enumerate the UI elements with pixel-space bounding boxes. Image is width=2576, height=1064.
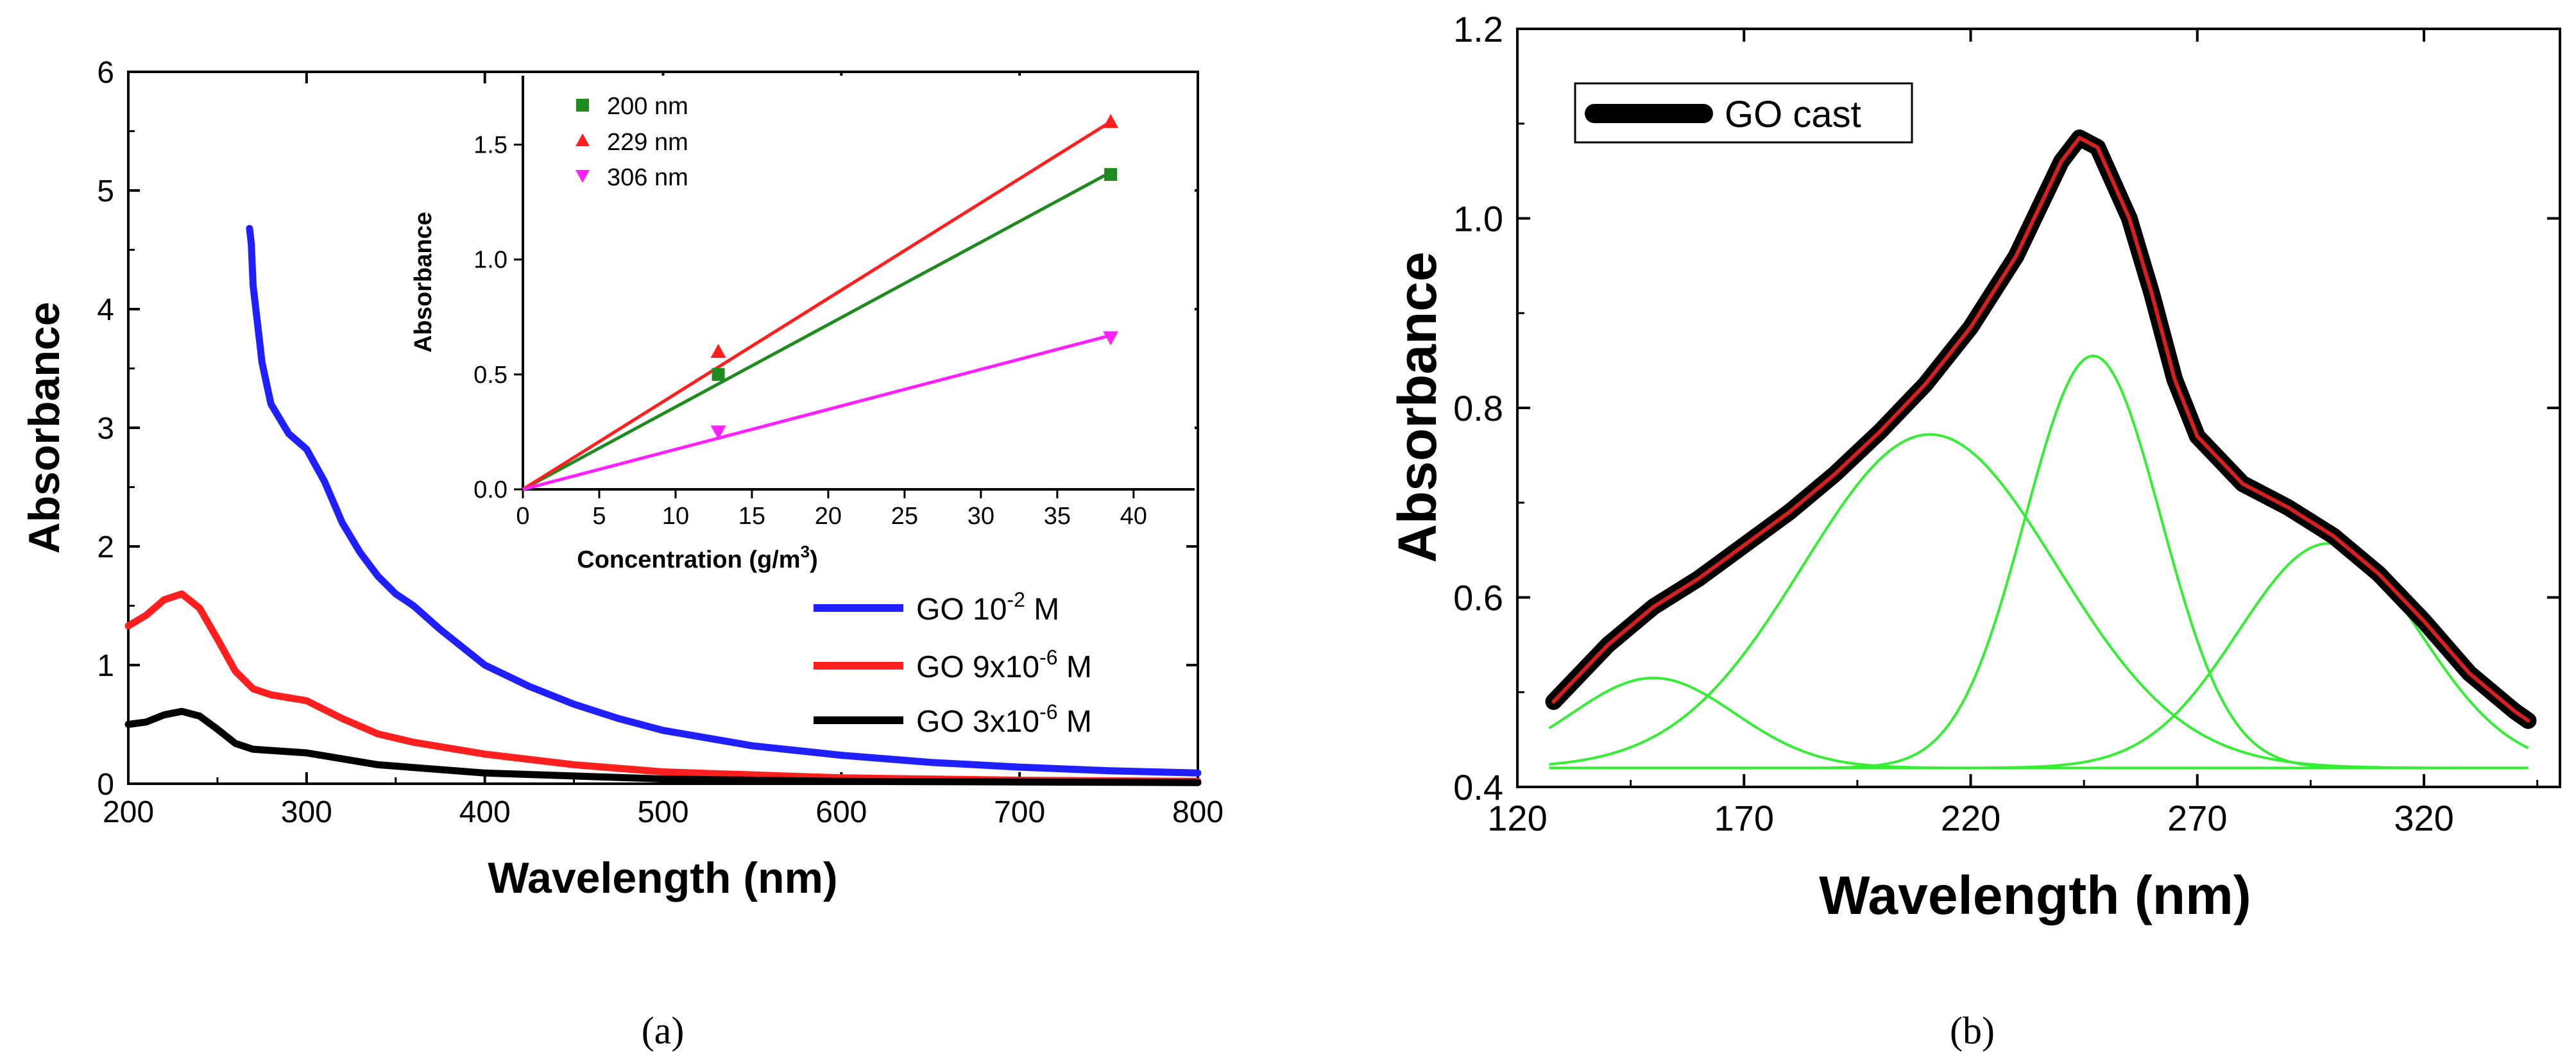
inset-x-tick-label: 10 <box>662 503 689 530</box>
inset-point-306nm <box>710 425 726 440</box>
inset-legend-marker-200nm <box>576 99 589 112</box>
inset-x-tick-label: 15 <box>738 503 765 530</box>
a-y-tick-label: 6 <box>97 56 114 90</box>
inset-y-tick-label: 0.0 <box>473 477 508 503</box>
a-x-tick-label: 200 <box>103 795 154 829</box>
inset-point-229nm <box>710 344 726 358</box>
b-measured-curve <box>1545 129 2537 729</box>
b-x-tick-label: 220 <box>1941 798 2000 838</box>
b-fit-curve <box>1551 135 2530 723</box>
a-y-tick-label: 2 <box>97 530 114 564</box>
legend-label-go-1e-2: GO 10-2 M <box>916 588 1059 627</box>
a-y-tick-label: 1 <box>97 649 114 683</box>
inset-x-tick-label: 0 <box>516 503 529 530</box>
a-y-tick-label: 4 <box>97 293 114 327</box>
inset-fit-line-1 <box>522 171 1112 491</box>
b-y-tick-label: 0.8 <box>1453 388 1503 428</box>
panel-a-y-axis-label: Absorbance <box>20 302 69 554</box>
inset-x-axis-label: Concentration (g/m3) <box>577 542 817 573</box>
inset-point-306nm <box>1103 331 1119 346</box>
b-gaussian-component-2 <box>1549 433 2529 770</box>
inset-y-axis-label: Absorbance <box>410 212 437 353</box>
b-x-tick-label: 270 <box>2167 798 2227 838</box>
b-y-tick-label: 0.4 <box>1453 767 1503 807</box>
b-y-tick-label: 0.6 <box>1453 578 1503 618</box>
a-series-line-3 <box>124 707 1202 786</box>
panel-b-legend: GO cast <box>1574 82 1913 144</box>
inset-x-tick-label: 30 <box>968 503 994 530</box>
b-y-tick-label: 1.2 <box>1453 9 1503 49</box>
inset-legend-label-200nm: 200 nm <box>607 93 688 120</box>
inset-point-229nm <box>1103 114 1119 128</box>
legend-label-go-9e-6: GO 9x10-6 M <box>916 646 1092 684</box>
b-gaussian-component-1 <box>1548 677 2529 770</box>
a-series-line-2 <box>124 590 1202 785</box>
a-series-line-1 <box>246 224 1202 777</box>
panel-b-y-axis-label: Absorbance <box>1387 251 1447 562</box>
inset-fit-line-2 <box>522 120 1112 491</box>
inset-y-tick-label: 1.0 <box>473 247 508 274</box>
a-y-tick-label: 3 <box>97 412 114 446</box>
inset-x-tick-label: 5 <box>592 503 606 530</box>
panel-a-caption: (a) <box>642 1009 685 1052</box>
panel-a-legend: GO 10-2 M GO 9x10-6 M GO 3x10-6 M <box>814 588 1092 739</box>
inset-x-tick-label: 40 <box>1120 503 1147 530</box>
inset-point-200nm <box>712 367 725 381</box>
b-x-tick-label: 320 <box>2394 798 2453 838</box>
a-x-tick-label: 500 <box>637 795 688 829</box>
panel-a-x-axis-label: Wavelength (nm) <box>488 854 837 902</box>
inset-x-tick-label: 35 <box>1044 503 1071 530</box>
panel-b-chart: 120 170 220 270 320 0.4 0.6 0.8 1.0 1.2 Waveleng… <box>1387 9 2561 925</box>
inset-legend-label-229nm: 229 nm <box>607 129 688 156</box>
a-y-tick-label: 0 <box>97 768 114 802</box>
legend-label-go-cast: GO cast <box>1725 94 1861 135</box>
a-x-tick-label: 700 <box>994 795 1045 829</box>
legend-label-go-3e-6: GO 3x10-6 M <box>916 700 1092 739</box>
panel-b-caption: (b) <box>1950 1009 1995 1052</box>
panel-a-inset-chart: 0 5 10 15 20 25 30 35 40 0.0 0.5 1.0 1.5 Concentrati… <box>410 76 1195 573</box>
inset-legend-marker-306nm <box>576 170 590 183</box>
b-y-tick-label: 1.0 <box>1453 199 1503 239</box>
inset-x-tick-label: 25 <box>891 503 918 530</box>
a-x-tick-label: 300 <box>281 795 332 829</box>
a-x-tick-label: 400 <box>459 795 511 829</box>
inset-y-tick-label: 0.5 <box>473 362 508 389</box>
b-x-tick-label: 170 <box>1714 798 1774 838</box>
inset-legend-marker-229nm <box>576 133 590 146</box>
inset-y-tick-label: 1.5 <box>473 132 508 159</box>
a-x-tick-label: 800 <box>1172 795 1224 829</box>
inset-legend-label-306nm: 306 nm <box>607 164 688 191</box>
b-x-tick-label: 120 <box>1487 798 1547 838</box>
inset-point-200nm <box>1104 168 1118 182</box>
a-x-tick-label: 600 <box>815 795 867 829</box>
inset-fit-line-3 <box>522 334 1111 491</box>
inset-legend: 200 nm 229 nm 306 nm <box>576 93 688 191</box>
panel-b-x-axis-label: Wavelength (nm) <box>1819 865 2251 925</box>
inset-x-tick-label: 20 <box>815 503 842 530</box>
a-y-tick-label: 5 <box>97 174 114 208</box>
